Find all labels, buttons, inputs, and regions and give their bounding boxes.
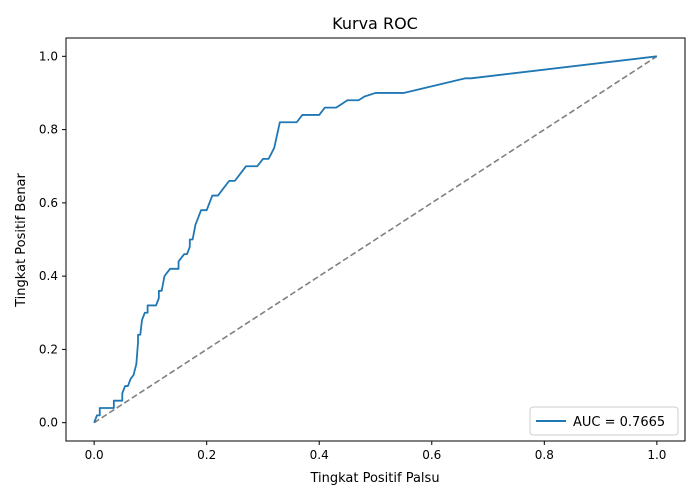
- x-tick-label: 0.4: [310, 448, 329, 462]
- x-tick-label: 1.0: [647, 448, 666, 462]
- y-tick-label: 0.4: [39, 269, 58, 283]
- legend: AUC = 0.7665: [529, 406, 679, 436]
- legend-label: AUC = 0.7665: [573, 415, 665, 430]
- y-axis-label: Tingkat Positif Benar: [14, 172, 29, 307]
- series-layer: [93, 55, 658, 424]
- chart-title: Kurva ROC: [332, 14, 418, 33]
- x-axis-label: Tingkat Positif Palsu: [309, 471, 439, 486]
- x-axis-ticks: 0.0 0.2 0.4 0.6 0.8 1.0: [85, 441, 666, 462]
- y-tick-label: 0.8: [39, 123, 58, 137]
- y-tick-label: 1.0: [39, 49, 58, 63]
- x-tick-label: 0.0: [85, 448, 104, 462]
- x-tick-label: 0.2: [197, 448, 216, 462]
- roc-curve-line: [93, 55, 657, 424]
- plot-area: 0.0 0.2 0.4 0.6 0.8 1.0 0.0 0.2 0.4 0.6 0.8 1.0: [39, 37, 686, 462]
- y-tick-label: 0.6: [39, 196, 58, 210]
- chance-diagonal-line: [93, 55, 658, 424]
- legend-frame: [529, 406, 679, 436]
- x-tick-label: 0.8: [535, 448, 554, 462]
- y-tick-label: 0.0: [39, 416, 58, 430]
- y-axis-ticks: 0.0 0.2 0.4 0.6 0.8 1.0: [39, 49, 66, 430]
- y-tick-label: 0.2: [39, 342, 58, 356]
- x-tick-label: 0.6: [422, 448, 441, 462]
